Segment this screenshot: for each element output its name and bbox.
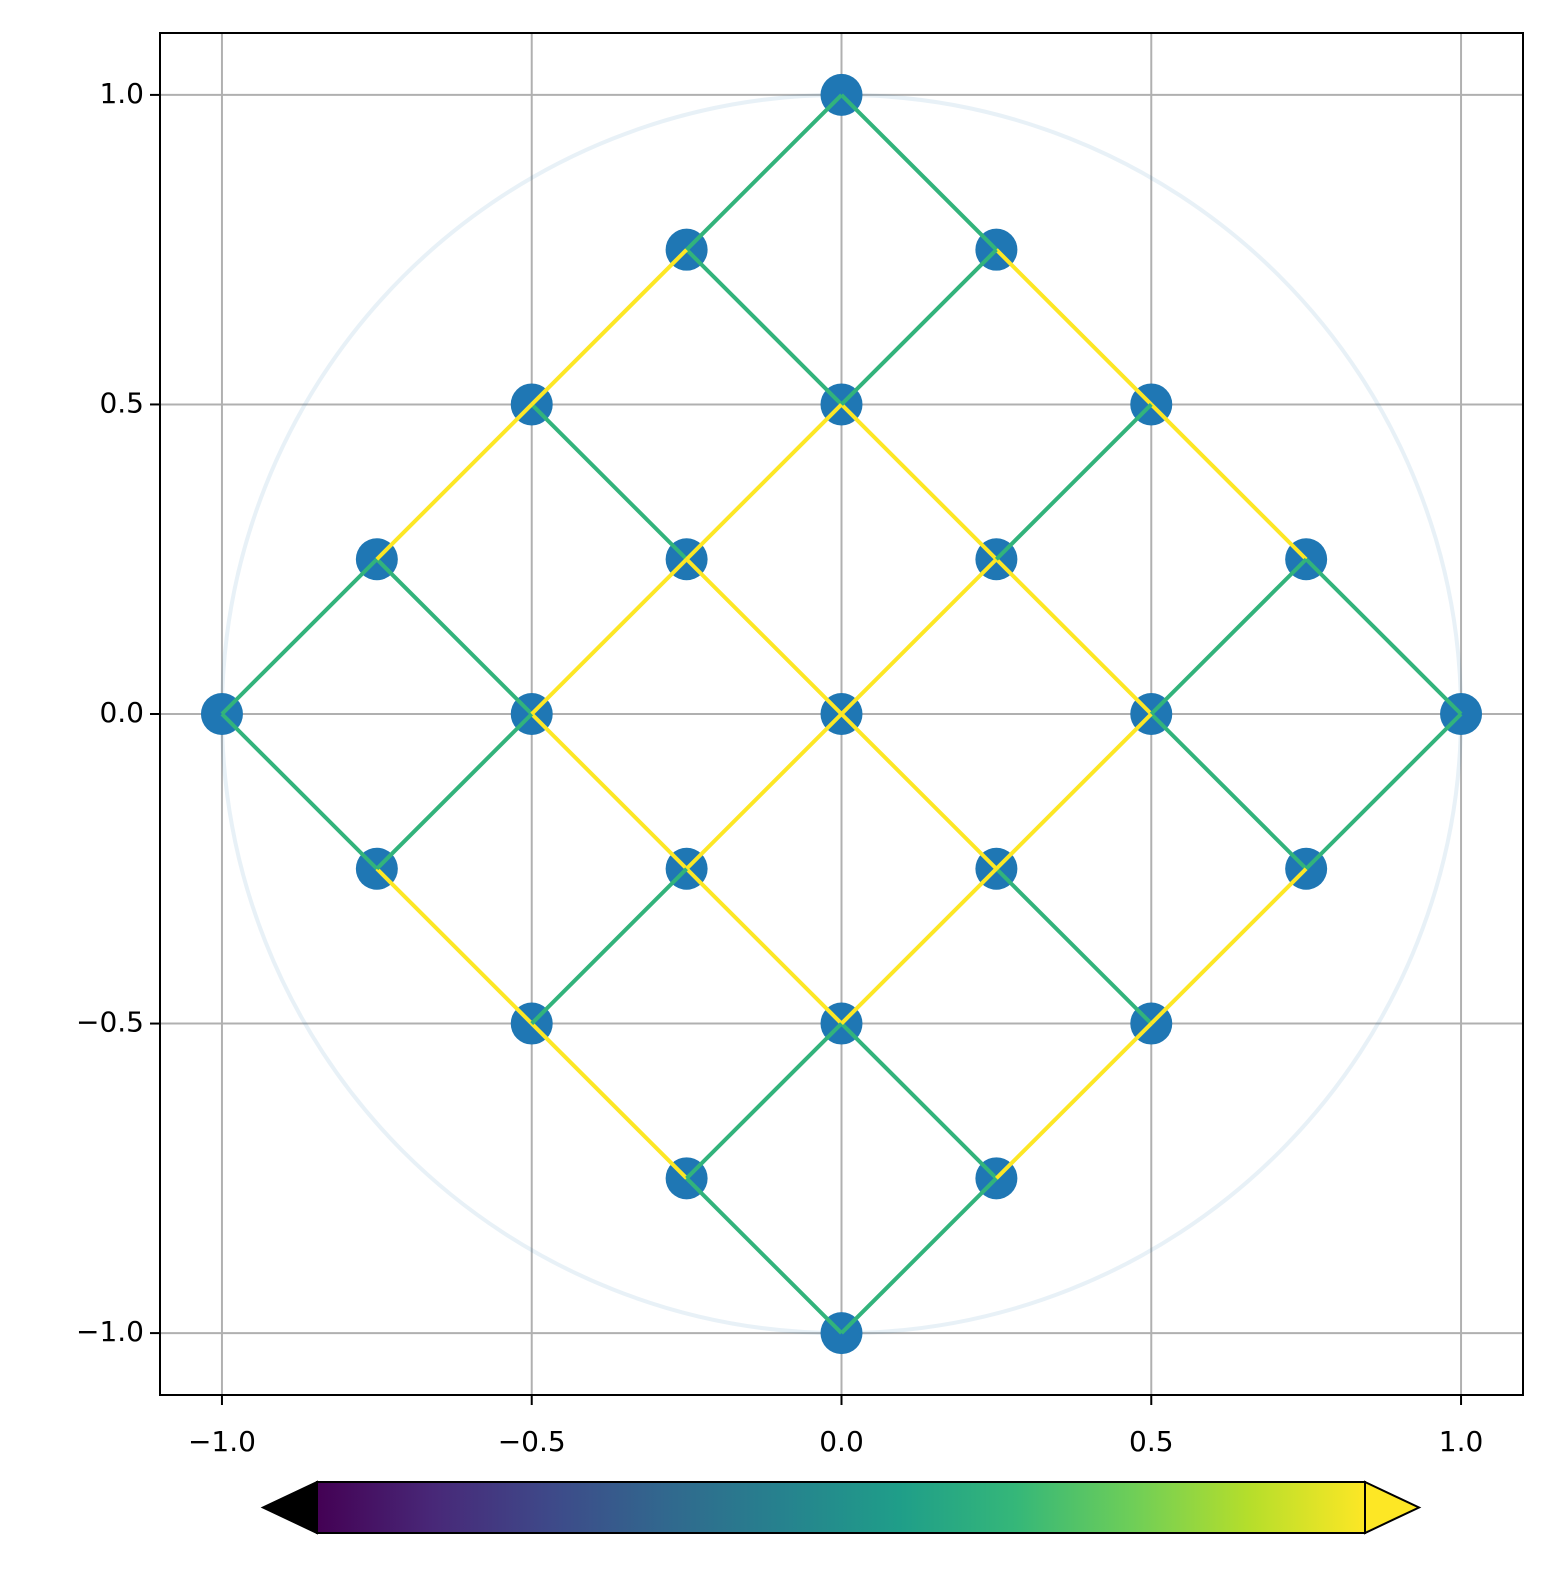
edge-segment [840, 248, 998, 406]
x-tick-label: −1.0 [188, 1425, 256, 1458]
edge-segment [840, 1022, 998, 1180]
edge-segment [375, 867, 534, 1025]
edge-segment [685, 248, 843, 406]
y-tick-label: 0.0 [99, 696, 144, 729]
edge-segment [530, 712, 689, 871]
edge-segment [220, 712, 379, 871]
edge-segment [840, 1176, 998, 1335]
edge-segment [994, 403, 1153, 561]
edge-segment [1149, 867, 1308, 1025]
edge-segment [375, 403, 534, 561]
edge-segment [1149, 403, 1308, 561]
axes-frame [159, 32, 1524, 1396]
edge-segment [1149, 557, 1308, 716]
edge-segment [840, 867, 998, 1025]
edge-segment [994, 557, 1153, 716]
edge-segment [375, 557, 534, 716]
x-tick-label: 0.5 [1129, 1425, 1174, 1458]
edge-segment [994, 248, 1153, 406]
x-tick-label: −0.5 [498, 1425, 566, 1458]
edge-segment [994, 867, 1153, 1025]
edge-segment [530, 867, 689, 1025]
edge-segment [840, 403, 998, 561]
edge-segment [530, 403, 689, 561]
edge-segment [685, 93, 843, 252]
edge-segment [685, 403, 843, 561]
edge-segment [530, 248, 689, 406]
edge-segment [530, 1022, 689, 1180]
edge-segment [685, 867, 843, 1025]
edge-segment [840, 712, 998, 871]
edge-segment [1304, 712, 1463, 871]
edge-segment [685, 1176, 843, 1335]
edge-segment [840, 557, 998, 716]
edge-segment [994, 712, 1153, 871]
y-tick-label: −1.0 [76, 1315, 144, 1348]
edge-segment [685, 557, 843, 716]
colorbar-over [1364, 1480, 1422, 1535]
edge-segment [375, 712, 534, 871]
colorbar [316, 1481, 1366, 1534]
edge-segment [685, 712, 843, 871]
x-tick-label: 0.0 [819, 1425, 864, 1458]
edge-segment [685, 1022, 843, 1180]
y-tick-label: −0.5 [76, 1006, 144, 1039]
edge-segment [220, 557, 379, 716]
edge-segment [530, 557, 689, 716]
y-tick-label: 1.0 [99, 77, 144, 110]
edge-segment [1304, 557, 1463, 716]
edge-segment [1149, 712, 1308, 871]
y-tick-label: 0.5 [99, 386, 144, 419]
colorbar-under [260, 1480, 318, 1535]
edge-segment [994, 1022, 1153, 1180]
x-tick-label: 1.0 [1439, 1425, 1484, 1458]
edge-segment [840, 93, 998, 252]
